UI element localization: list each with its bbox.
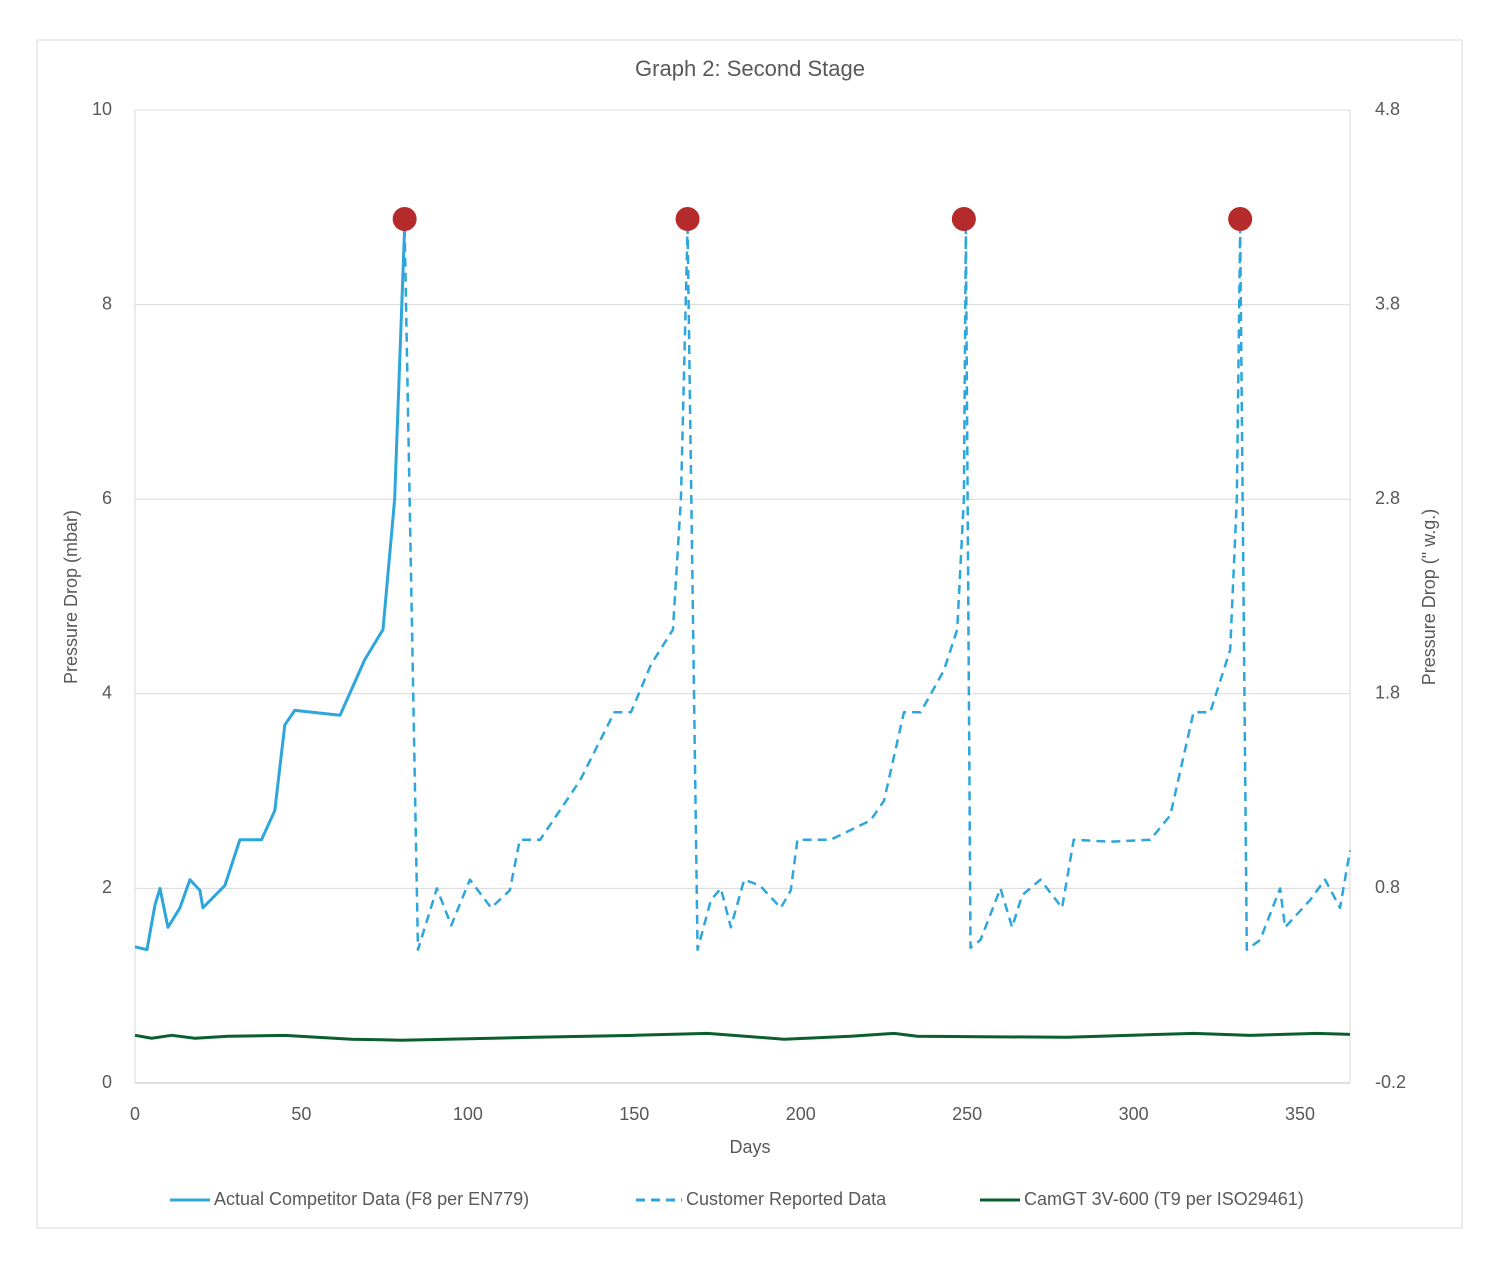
y2-tick-label: 4.8 [1375, 99, 1400, 119]
legend-label: CamGT 3V-600 (T9 per ISO29461) [1024, 1189, 1304, 1209]
y2-axis-label: Pressure Drop (" w.g.) [1419, 509, 1439, 685]
y2-tick-label: -0.2 [1375, 1072, 1406, 1092]
y-tick-label: 4 [102, 683, 112, 703]
x-tick-label: 350 [1285, 1104, 1315, 1124]
x-tick-label: 50 [291, 1104, 311, 1124]
legend-label: Actual Competitor Data (F8 per EN779) [214, 1189, 529, 1209]
x-tick-label: 150 [619, 1104, 649, 1124]
y2-tick-label: 1.8 [1375, 683, 1400, 703]
series-line [403, 226, 1352, 951]
x-tick-label: 300 [1119, 1104, 1149, 1124]
y-axis-label: Pressure Drop (mbar) [61, 510, 81, 684]
series-line [134, 1031, 1351, 1042]
x-axis-label: Days [729, 1137, 770, 1157]
y2-tick-label: 0.8 [1375, 877, 1400, 897]
marker [675, 206, 700, 231]
chart-frame [36, 39, 1463, 1229]
chart-title: Graph 2: Second Stage [635, 56, 865, 81]
x-tick-label: 100 [453, 1104, 483, 1124]
y-tick-label: 2 [102, 877, 112, 897]
marker [1228, 206, 1253, 231]
y-tick-label: 6 [102, 488, 112, 508]
y2-tick-label: 3.8 [1375, 293, 1400, 313]
marker [951, 206, 976, 231]
y-tick-label: 10 [92, 99, 112, 119]
x-tick-label: 0 [130, 1104, 140, 1124]
x-tick-label: 250 [952, 1104, 982, 1124]
y-tick-label: 8 [102, 293, 112, 313]
x-tick-label: 200 [786, 1104, 816, 1124]
marker [392, 206, 417, 231]
y2-tick-label: 2.8 [1375, 488, 1400, 508]
y-tick-label: 0 [102, 1072, 112, 1092]
series-line [134, 227, 407, 952]
legend-label: Customer Reported Data [686, 1189, 887, 1209]
